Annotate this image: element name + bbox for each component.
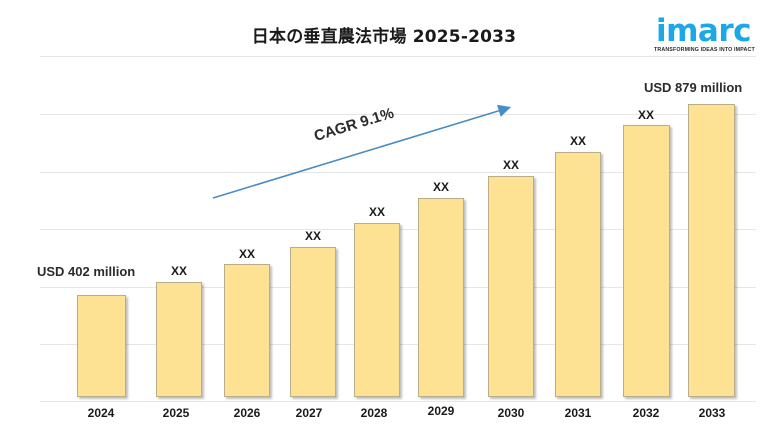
- chart-title: 日本の垂直農法市場 2025-2033: [251, 27, 517, 47]
- logo-tagline: TRANSFORMING IDEAS INTO IMPACT: [654, 47, 755, 53]
- imarc-logo: imarc TRANSFORMING IDEAS INTO IMPACT: [652, 10, 762, 56]
- x-label-2031: 2031: [564, 406, 592, 420]
- bar-2026: [224, 264, 270, 397]
- bar-2031: [555, 152, 601, 397]
- bar-2029: [418, 198, 464, 397]
- bar-2027: [290, 247, 336, 397]
- x-label-2032: 2032: [632, 406, 660, 420]
- x-label-2024: 2024: [87, 406, 115, 420]
- x-label-2030: 2030: [497, 406, 525, 420]
- gridline: [40, 172, 756, 173]
- bar-2025: [156, 282, 202, 397]
- x-label-2033: 2033: [698, 406, 726, 420]
- x-axis-baseline: [40, 401, 756, 402]
- value-label-2032: XX: [637, 108, 654, 122]
- x-label-2025: 2025: [162, 406, 190, 420]
- bar-2030: [488, 176, 534, 397]
- logo-wordmark: imarc: [656, 13, 752, 49]
- x-label-2028: 2028: [360, 406, 388, 420]
- x-label-2029: 2029: [427, 404, 455, 418]
- start-value-label: USD 402 million: [37, 264, 136, 279]
- value-label-2025: XX: [170, 264, 187, 278]
- value-label-2027: XX: [304, 229, 321, 243]
- bar-2032: [623, 125, 670, 397]
- value-label-2031: XX: [569, 134, 586, 148]
- bar-2024: [77, 295, 126, 397]
- value-label-2030: XX: [502, 158, 519, 172]
- bar-2028: [354, 223, 400, 397]
- x-label-2026: 2026: [233, 406, 261, 420]
- value-label-2028: XX: [368, 205, 385, 219]
- x-label-2027: 2027: [295, 406, 323, 420]
- value-label-2029: XX: [432, 180, 449, 194]
- gridline: [40, 56, 756, 57]
- bar-2033: [688, 104, 735, 397]
- end-value-label: USD 879 million: [644, 80, 743, 95]
- value-label-2026: XX: [238, 247, 255, 261]
- gridline: [40, 114, 756, 115]
